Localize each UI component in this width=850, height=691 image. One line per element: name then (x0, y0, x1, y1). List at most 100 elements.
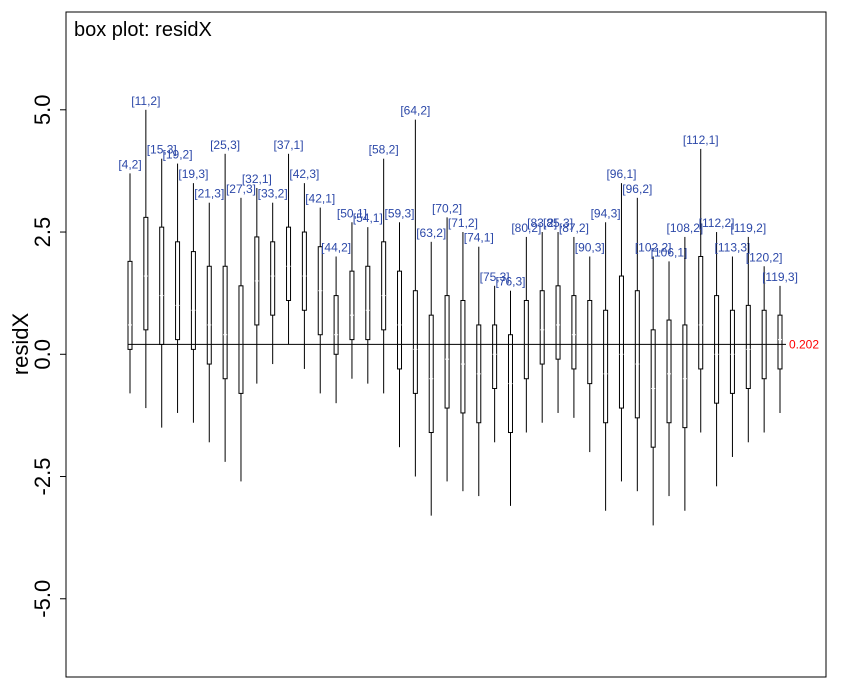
box-body (698, 255, 704, 370)
box: [58,2] (369, 143, 399, 394)
box-label: [75,3] (480, 270, 510, 284)
box-label: [106,1] (651, 245, 688, 259)
box-label: [58,2] (369, 143, 399, 157)
box-body (270, 241, 276, 316)
box-label: [50,1] (337, 206, 367, 220)
box: [27,3] (226, 182, 256, 482)
box: [80,2] (511, 221, 541, 433)
box-label: [112,1] (683, 133, 719, 147)
box-label: [85,3] (543, 216, 573, 230)
box-label: [70,2] (432, 201, 462, 215)
box-label: [87,2] (559, 221, 589, 235)
box: [83,2] (527, 216, 557, 423)
plot-area-frame (65, 11, 827, 678)
box-body (745, 304, 751, 390)
box-body (412, 290, 418, 394)
box: [32,1] (242, 172, 272, 384)
chart-title: box plot: residX (74, 19, 212, 41)
y-tick-label: -5.0 (30, 580, 55, 618)
box-body (301, 231, 307, 311)
box: [119,2] (730, 221, 766, 443)
box-label: [96,2] (622, 182, 652, 196)
box-body (222, 265, 228, 380)
box-label: [32,1] (242, 172, 272, 186)
box-label: [33,2] (258, 187, 288, 201)
box: [15,3] (147, 143, 177, 428)
reference-line-label: 0.202 (789, 337, 819, 351)
y-tick-label: 2.5 (30, 217, 55, 248)
box-body (523, 299, 529, 380)
box: [25,3] (210, 138, 240, 462)
box: [19,2] (163, 148, 193, 413)
box-label: [102,2] (635, 240, 672, 254)
box-body (349, 270, 355, 341)
box-label: [44,2] (321, 240, 351, 254)
box-label: [63,2] (416, 226, 446, 240)
box-label: [27,3] (226, 182, 256, 196)
box-label: [94,3] (591, 206, 621, 220)
box: [74,1] (464, 231, 494, 497)
box-body (428, 314, 434, 434)
y-tick-label: -2.5 (30, 458, 55, 496)
box: [106,1] (651, 245, 688, 497)
box: [94,3] (591, 206, 621, 511)
box-label: [64,2] (400, 104, 430, 118)
box-label: [71,2] (448, 216, 478, 230)
box: [113,3] (715, 240, 751, 457)
box: [108,2] (667, 221, 703, 511)
box: [37,1] (274, 138, 304, 345)
box: [102,2] (635, 240, 672, 526)
box-body (777, 314, 783, 370)
box-body (618, 275, 624, 409)
box-body (175, 241, 181, 341)
box: [59,3] (384, 206, 415, 448)
box: [112,2] (699, 216, 735, 487)
box-label: [76,3] (495, 275, 525, 289)
box-body (666, 319, 672, 424)
box-body (714, 295, 720, 404)
box: [64,2] (400, 104, 430, 477)
box-label: [59,3] (384, 206, 414, 220)
box-label: [74,1] (464, 231, 494, 245)
box-label: [42,3] (289, 167, 319, 181)
box: [50,1] (337, 206, 367, 379)
box: [75,3] (480, 270, 510, 443)
box-body (603, 309, 609, 424)
box: [96,2] (622, 182, 652, 492)
box-label: [119,2] (730, 221, 766, 235)
box-body (238, 285, 244, 394)
box-body (365, 265, 371, 341)
box-body (492, 324, 498, 390)
box: [42,1] (305, 192, 335, 394)
box: [71,2] (448, 216, 478, 492)
box: [4,2] (118, 157, 142, 394)
box-label: [25,3] (210, 138, 240, 152)
box: [42,3] (289, 167, 319, 369)
box: [33,2] (258, 187, 288, 365)
box-label: [112,2] (699, 216, 735, 230)
box: [63,2] (416, 226, 446, 516)
box: [85,3] (543, 216, 573, 413)
box-label: [4,2] (118, 157, 141, 171)
box: [119,3] (762, 270, 798, 413)
box: [44,2] (321, 240, 351, 404)
box: [112,1] (683, 133, 719, 433)
box: [21,3] (194, 187, 224, 443)
box: [70,2] (432, 201, 462, 482)
box-body (539, 290, 545, 365)
box-label: [113,3] (715, 240, 751, 254)
box-body (444, 295, 450, 409)
y-tick-label: 0.0 (30, 339, 55, 370)
box-body (729, 309, 735, 394)
box-label: [21,3] (194, 187, 224, 201)
y-tick-label: 5.0 (30, 94, 55, 125)
box-label: [119,3] (762, 270, 798, 284)
box-label: [96,1] (606, 167, 636, 181)
box-body (127, 260, 133, 350)
box-label: [15,3] (147, 143, 177, 157)
box-body (634, 290, 640, 419)
y-axis: 5.0 2.5 0.0 -2.5 -5.0 (30, 94, 66, 618)
box-label: [83,2] (527, 216, 557, 230)
box-label: [42,1] (305, 192, 335, 206)
